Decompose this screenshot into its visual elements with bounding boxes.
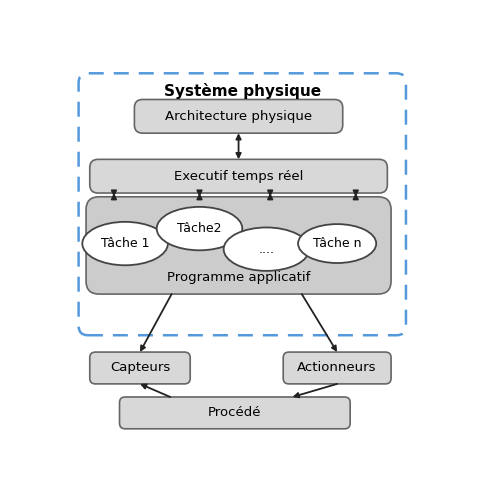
FancyBboxPatch shape — [86, 197, 391, 294]
Ellipse shape — [298, 224, 376, 263]
Text: Tâche2: Tâche2 — [177, 222, 222, 235]
Text: Executif temps réel: Executif temps réel — [174, 170, 303, 183]
FancyBboxPatch shape — [90, 159, 387, 193]
Text: Procédé: Procédé — [208, 406, 262, 419]
Text: Tâche 1: Tâche 1 — [101, 237, 149, 250]
FancyBboxPatch shape — [283, 352, 391, 384]
Ellipse shape — [156, 207, 242, 250]
Text: Actionneurs: Actionneurs — [298, 362, 377, 375]
Text: Tâche n: Tâche n — [313, 237, 361, 250]
Text: Capteurs: Capteurs — [110, 362, 170, 375]
FancyBboxPatch shape — [134, 100, 343, 133]
Text: Système physique: Système physique — [164, 83, 321, 99]
Ellipse shape — [83, 222, 168, 265]
FancyBboxPatch shape — [120, 397, 350, 429]
Text: Programme applicatif: Programme applicatif — [167, 271, 310, 284]
Text: Architecture physique: Architecture physique — [165, 110, 312, 123]
FancyBboxPatch shape — [90, 352, 190, 384]
Ellipse shape — [224, 227, 309, 271]
Text: ....: .... — [258, 243, 275, 256]
